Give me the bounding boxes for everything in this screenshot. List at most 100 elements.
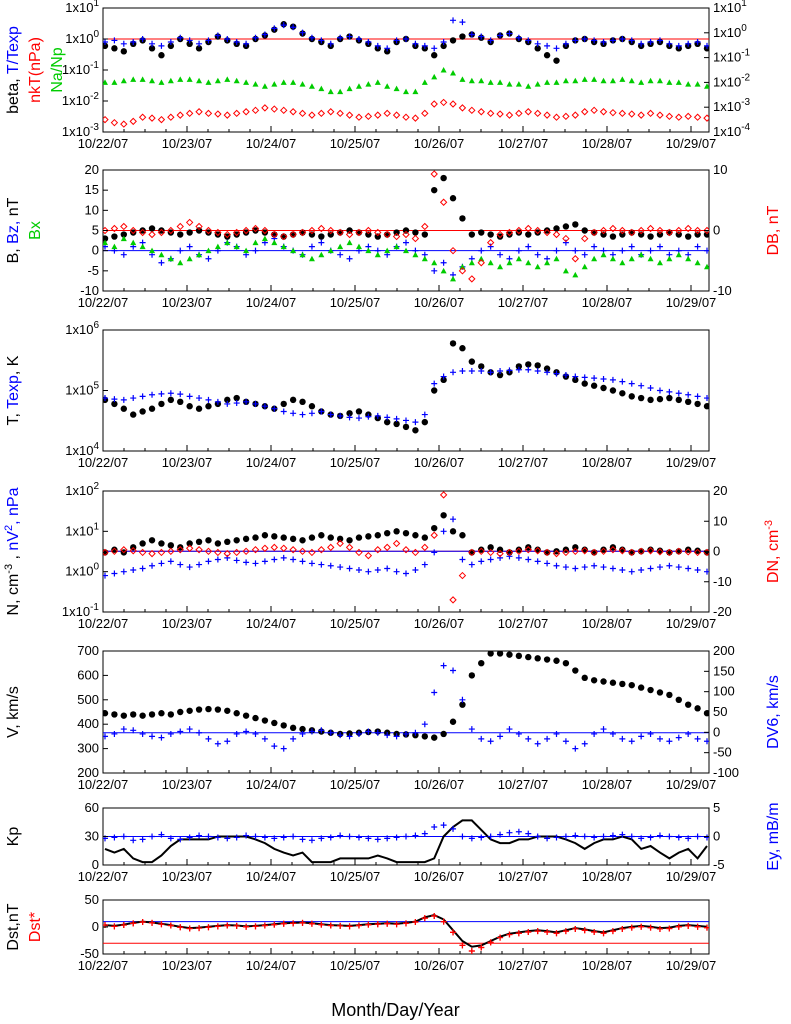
data-point xyxy=(280,534,287,541)
y-axis-title: Dst* xyxy=(27,912,44,942)
data-point xyxy=(431,267,438,274)
data-point xyxy=(431,912,438,919)
data-point xyxy=(628,568,635,575)
data-point xyxy=(185,544,194,552)
y-axis-title: DB, nT xyxy=(765,205,782,255)
y-axis-title-part: DB, nT xyxy=(765,205,782,255)
data-point xyxy=(158,400,165,408)
data-point xyxy=(628,549,635,556)
data-point xyxy=(290,735,297,742)
x-date-label: 10/25/07 xyxy=(330,777,381,792)
data-point xyxy=(646,224,655,233)
tick-label-base: 1x10 xyxy=(62,93,90,108)
y-axis-title-part: Texp xyxy=(5,375,22,409)
data-point xyxy=(139,408,146,415)
data-point xyxy=(544,79,551,85)
data-point xyxy=(355,730,362,737)
data-point xyxy=(572,221,579,228)
data-point xyxy=(497,79,504,85)
data-point xyxy=(468,672,476,679)
data-point xyxy=(675,547,683,555)
data-point xyxy=(440,174,447,182)
x-date-label: 10/24/07 xyxy=(246,455,297,470)
data-point xyxy=(581,263,588,270)
data-point xyxy=(487,369,494,376)
data-point xyxy=(327,226,335,235)
data-point xyxy=(497,733,504,740)
data-point xyxy=(392,111,401,119)
data-point xyxy=(599,547,608,555)
tick-label: 1x10-3 xyxy=(62,122,100,139)
data-point xyxy=(552,549,561,558)
data-point xyxy=(637,394,645,402)
data-point xyxy=(440,267,447,274)
data-point xyxy=(158,259,165,266)
data-point xyxy=(553,657,560,664)
x-date-label: 10/24/07 xyxy=(246,616,297,631)
tick-label: 5 xyxy=(713,800,720,815)
data-point xyxy=(496,233,504,240)
data-point xyxy=(308,410,315,417)
data-point xyxy=(185,218,194,227)
data-point xyxy=(346,85,353,92)
data-point xyxy=(233,39,240,46)
data-point xyxy=(402,113,410,121)
data-point xyxy=(478,834,485,841)
data-point xyxy=(167,226,175,235)
data-point xyxy=(384,83,391,89)
data-point xyxy=(609,546,617,554)
data-point xyxy=(177,836,184,843)
data-point xyxy=(402,546,410,554)
data-point xyxy=(148,45,156,52)
data-point xyxy=(158,921,165,928)
data-point xyxy=(506,931,513,938)
data-point xyxy=(261,229,269,236)
tick-label: 0 xyxy=(713,544,720,559)
data-point xyxy=(704,263,709,270)
data-point xyxy=(450,275,457,282)
data-point xyxy=(543,365,551,372)
data-point xyxy=(666,738,673,745)
data-point xyxy=(534,45,541,52)
data-point xyxy=(628,77,635,84)
data-point xyxy=(477,547,485,555)
x-date-label: 10/27/07 xyxy=(498,869,549,884)
data-point xyxy=(694,705,701,712)
data-point xyxy=(289,396,297,404)
data-point xyxy=(393,528,400,535)
data-point xyxy=(421,231,429,238)
data-point xyxy=(383,48,391,55)
data-point xyxy=(327,108,335,116)
tick-label-exponent: -1 xyxy=(741,48,750,59)
data-point xyxy=(506,726,513,733)
data-point xyxy=(609,832,616,839)
data-point xyxy=(196,925,203,932)
data-point xyxy=(374,251,381,258)
data-point xyxy=(450,929,457,936)
data-point xyxy=(646,109,655,118)
data-point xyxy=(581,251,588,258)
data-point xyxy=(261,922,268,929)
data-point xyxy=(261,544,269,552)
data-point xyxy=(581,108,589,116)
y-axis-title-part: nkT(nPa) xyxy=(27,37,44,103)
data-point xyxy=(355,228,363,237)
data-point xyxy=(458,267,467,275)
plot-frame xyxy=(102,329,710,452)
data-point xyxy=(299,919,306,926)
data-point xyxy=(327,543,335,552)
data-point xyxy=(177,391,184,398)
data-point xyxy=(468,31,475,38)
data-point xyxy=(675,42,682,49)
data-point xyxy=(685,40,692,47)
data-point xyxy=(308,111,316,119)
data-point xyxy=(666,691,673,699)
data-point xyxy=(355,922,362,929)
data-point xyxy=(364,112,373,121)
data-point xyxy=(139,393,146,400)
data-point xyxy=(130,395,137,402)
data-point xyxy=(261,834,268,841)
series-1 xyxy=(103,512,709,556)
data-point xyxy=(103,395,108,402)
data-point xyxy=(487,231,494,238)
